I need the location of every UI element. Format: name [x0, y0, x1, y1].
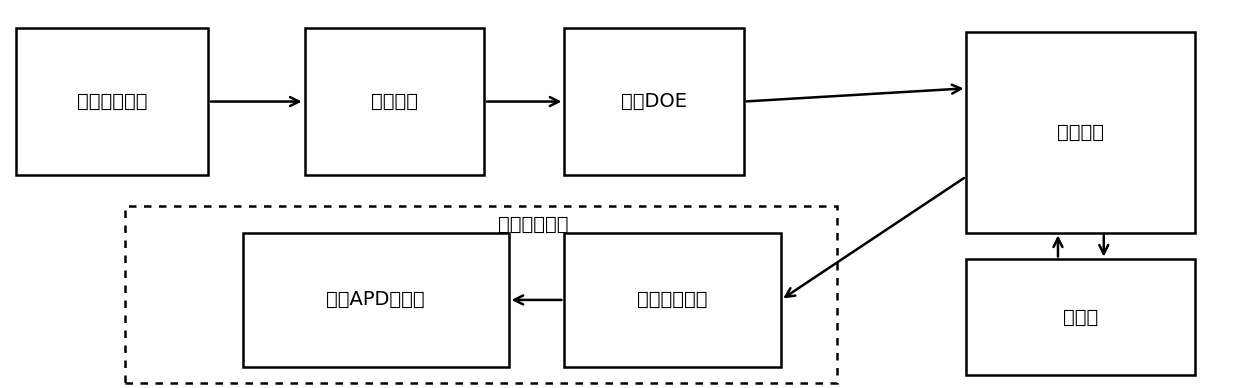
Bar — [125, 206, 837, 383]
Text: 激光接收装置: 激光接收装置 — [498, 215, 569, 234]
Text: 线阵APD探测器: 线阵APD探测器 — [326, 291, 425, 310]
Bar — [966, 32, 1195, 232]
Bar — [243, 232, 508, 367]
Text: 激光发射装置: 激光发射装置 — [77, 92, 148, 111]
Text: 目标物: 目标物 — [1063, 308, 1099, 327]
Text: 准直系统: 准直系统 — [371, 92, 418, 111]
Text: 光学转镜: 光学转镜 — [1058, 123, 1105, 142]
Text: 一维DOE: 一维DOE — [621, 92, 687, 111]
Bar — [966, 260, 1195, 375]
Bar — [564, 232, 781, 367]
Bar — [16, 28, 208, 175]
Bar — [305, 28, 484, 175]
Text: 光学接收元件: 光学接收元件 — [637, 291, 708, 310]
Bar — [564, 28, 744, 175]
